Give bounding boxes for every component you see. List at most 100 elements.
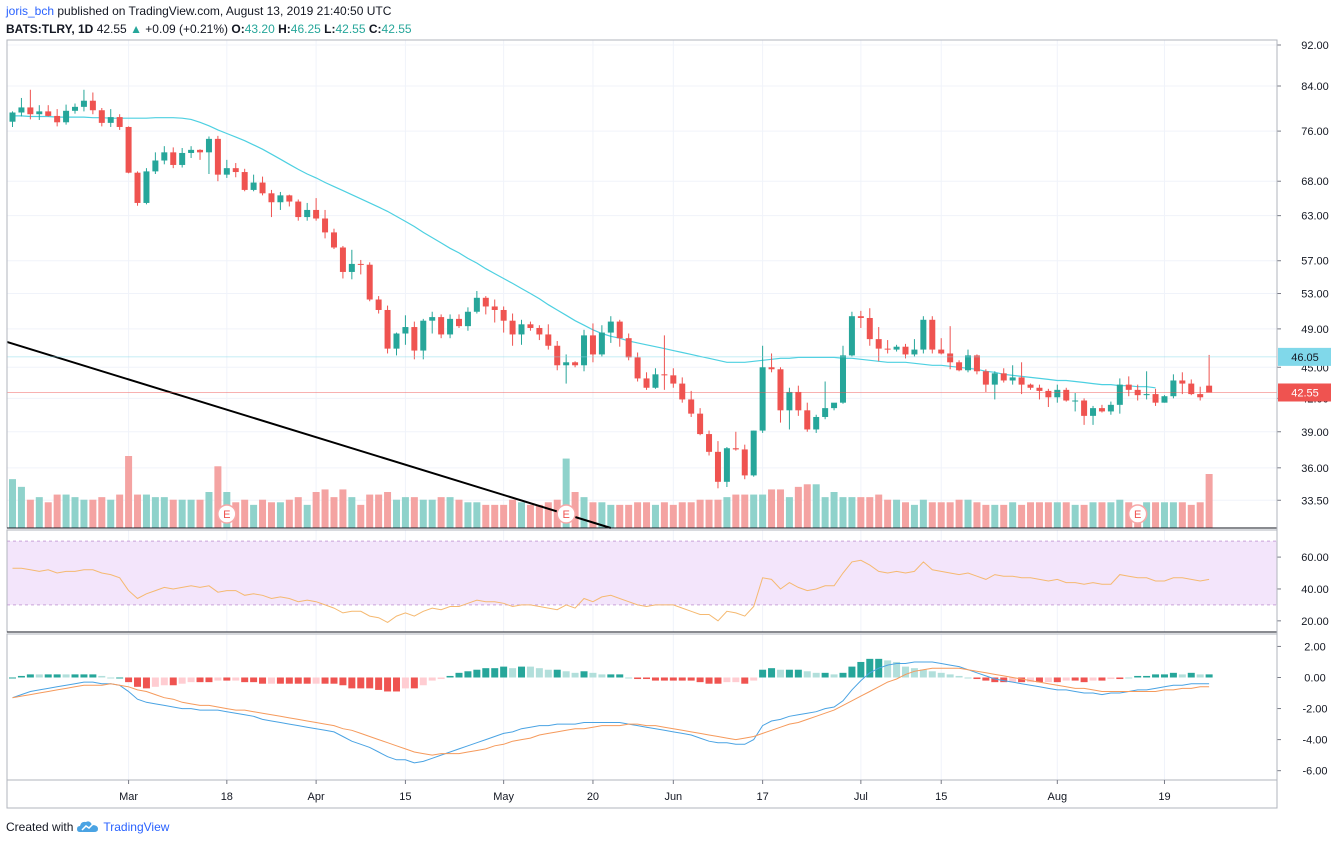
volume-bar — [330, 497, 338, 528]
candle-body — [572, 362, 579, 366]
volume-bar — [812, 484, 820, 528]
volume-bar — [1018, 504, 1026, 528]
price-tick-label: 39.00 — [1301, 427, 1329, 439]
volume-bar — [464, 502, 472, 528]
candle-body — [348, 263, 355, 272]
candle-body — [1170, 380, 1177, 397]
volume-bar — [884, 499, 892, 528]
volume-bar — [562, 458, 570, 528]
macd-histogram-bar — [330, 677, 338, 684]
volume-bar — [384, 492, 392, 528]
volume-bar — [1205, 474, 1213, 528]
macd-histogram-bar — [910, 668, 918, 678]
volume-bar — [660, 502, 668, 528]
macd-histogram-bar — [714, 677, 722, 684]
candle-body — [170, 152, 177, 165]
last-price: 42.55 — [96, 22, 127, 36]
macd-histogram-bar — [518, 666, 526, 678]
macd-histogram-bar — [392, 677, 400, 692]
macd-histogram-bar — [178, 677, 186, 684]
macd-tick-label: 0.00 — [1304, 672, 1325, 684]
macd-histogram-bar — [562, 671, 570, 678]
volume-bar — [312, 492, 320, 528]
candle-body — [929, 319, 936, 350]
candle-body — [1000, 373, 1007, 381]
macd-histogram-bar — [410, 677, 418, 689]
macd-histogram-bar — [1098, 677, 1106, 681]
volume-bar — [634, 502, 642, 528]
candle-body — [54, 115, 61, 123]
open-label: O: — [231, 22, 245, 36]
candle-body — [268, 193, 275, 203]
macd-histogram-bar — [1080, 677, 1088, 683]
candle-body — [589, 335, 596, 355]
candle-body — [313, 209, 320, 219]
volume-bar — [62, 494, 70, 528]
volume-bar — [348, 497, 356, 528]
macd-histogram-bar — [250, 677, 258, 683]
candle-body — [188, 149, 195, 153]
macd-histogram-bar — [1205, 674, 1213, 678]
volume-bar — [669, 504, 677, 528]
macd-histogram-bar — [169, 677, 177, 686]
macd-histogram-bar — [187, 677, 195, 683]
macd-histogram-bar — [1000, 677, 1008, 683]
macd-tick-label: 2.00 — [1304, 641, 1325, 653]
earnings-circle — [1127, 504, 1148, 524]
macd-histogram-bar — [651, 677, 659, 681]
macd-histogram-bar — [946, 674, 954, 678]
macd-histogram-bar — [142, 677, 150, 689]
candle-body — [45, 111, 52, 116]
candle-body — [616, 321, 623, 339]
volume-bar — [285, 499, 293, 528]
candle-body — [661, 374, 668, 376]
macd-histogram-bar — [134, 677, 142, 687]
candle-body — [223, 168, 230, 175]
volume-bar — [866, 497, 874, 528]
volume-bar — [366, 494, 374, 528]
trendline — [6, 340, 612, 529]
earnings-marker: E — [1127, 504, 1148, 524]
macd-histogram-bar — [1062, 677, 1070, 681]
candle-body — [152, 160, 159, 172]
volume-bar — [1169, 502, 1177, 528]
macd-histogram-bar — [348, 677, 356, 689]
volume-bar — [35, 497, 43, 528]
volume-bar — [482, 504, 490, 528]
candle-body — [536, 327, 543, 335]
price-tick-label: 84.00 — [1301, 81, 1329, 93]
volume-bar — [1000, 504, 1008, 528]
rsi-line — [12, 559, 1210, 623]
macd-histogram-bar — [830, 674, 838, 678]
macd-histogram-bar — [1187, 672, 1195, 678]
macd-histogram-bar — [625, 677, 633, 679]
ohlc-legend: BATS:TLRY, 1D 42.55 ▲ +0.09 (+0.21%) O:4… — [6, 22, 412, 36]
earnings-label: E — [223, 509, 230, 521]
candle-body — [232, 168, 239, 173]
macd-histogram-bar — [482, 668, 490, 678]
macd-histogram-bar — [80, 674, 88, 678]
volume-bar — [267, 502, 275, 528]
candle-body — [1197, 394, 1204, 398]
author-link[interactable]: joris_bch — [6, 4, 55, 18]
macd-histogram-bar — [303, 677, 311, 684]
macd-histogram-bar — [598, 674, 606, 678]
volume-bar — [214, 466, 222, 528]
volume-bar — [535, 504, 543, 528]
volume-bar — [848, 497, 856, 528]
candle-body — [98, 110, 105, 123]
candle-body — [965, 355, 972, 371]
candle-body — [741, 449, 748, 476]
candle-body — [714, 451, 721, 482]
macd-histogram-bar — [669, 677, 677, 681]
volume-bar — [17, 486, 25, 528]
volume-bar — [1116, 499, 1124, 528]
price-tick-label: 33.50 — [1301, 495, 1329, 507]
tradingview-brand[interactable]: TradingView — [103, 820, 170, 834]
macd-histogram-bar — [294, 677, 302, 684]
candle-body — [1206, 385, 1213, 393]
candle-body — [482, 297, 489, 307]
candle-body — [947, 353, 954, 363]
volume-bar — [446, 497, 454, 528]
